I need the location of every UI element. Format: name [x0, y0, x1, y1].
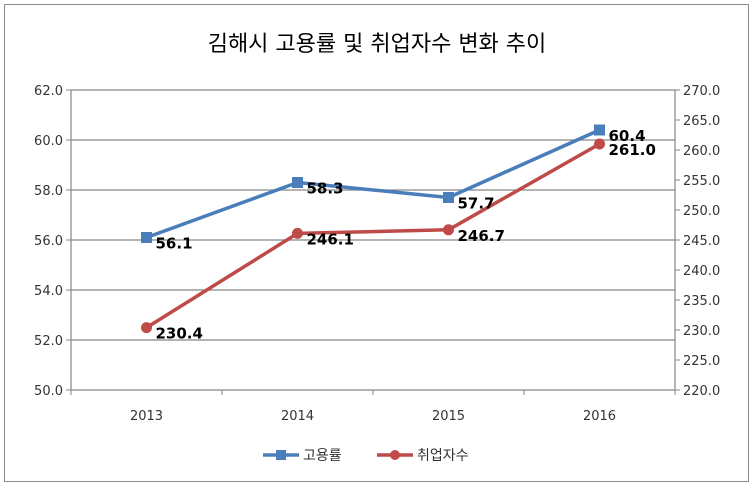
axes: 50.0 52.0 54.0 56.0 58.0 60.0 62.0 220.0 225.0 23…	[34, 84, 720, 424]
right-axis-tick-label: 250.0	[683, 204, 720, 219]
left-axis-tick-label: 54.0	[34, 284, 63, 299]
chart-frame: 김해시 고용률 및 취업자수 변화 추이 50.0 52.0 54.0 56.0 58.…	[4, 4, 749, 482]
left-axis-tick-label: 62.0	[34, 84, 63, 99]
right-axis-tick-label: 220.0	[683, 384, 720, 399]
right-axis-tick-label: 225.0	[683, 354, 720, 369]
left-axis-tick-label: 52.0	[34, 334, 63, 349]
employed-count-point	[443, 224, 454, 236]
employed-count-data-label: 246.7	[458, 227, 505, 245]
legend-employed-count-marker	[390, 450, 400, 460]
left-axis-tick-label: 60.0	[34, 134, 63, 149]
employed-count-point	[292, 227, 303, 239]
right-axis-tick-label: 260.0	[683, 144, 720, 159]
plot-area	[141, 124, 605, 334]
data-labels: 56.1 58.3 57.7 60.4 230.4 246.1 246.7 261.0	[156, 127, 656, 343]
left-axis-tick-label: 56.0	[34, 234, 63, 249]
right-axis-tick-label: 270.0	[683, 84, 720, 99]
chart-title: 김해시 고용률 및 취업자수 변화 추이	[208, 32, 547, 57]
legend-employed-count-label: 취업자수	[417, 448, 469, 464]
employment-rate-data-label: 57.7	[458, 195, 495, 213]
right-axis-tick-label: 235.0	[683, 294, 720, 309]
employment-rate-point	[292, 177, 303, 188]
right-axis-tick-label: 240.0	[683, 264, 720, 279]
legend-employment-rate-marker	[276, 450, 286, 460]
right-axis-tick-label: 245.0	[683, 234, 720, 249]
left-axis-tick-label: 50.0	[34, 384, 63, 399]
employed-count-point	[594, 138, 605, 150]
x-axis-tick-label: 2015	[432, 409, 465, 424]
employment-rate-point	[594, 124, 605, 136]
employment-rate-data-label: 58.3	[307, 180, 344, 198]
chart-svg: 김해시 고용률 및 취업자수 변화 추이 50.0 52.0 54.0 56.0 58.…	[34, 32, 720, 464]
employed-count-data-label: 246.1	[307, 230, 354, 248]
employment-rate-series-line	[145, 128, 601, 240]
employment-rate-data-label: 60.4	[609, 127, 646, 145]
right-axis-tick-label: 265.0	[683, 114, 720, 129]
x-axis-tick-label: 2014	[281, 409, 314, 424]
employed-count-data-label: 261.0	[609, 141, 656, 159]
employed-count-point	[141, 322, 152, 334]
right-axis-tick-label: 255.0	[683, 174, 720, 189]
left-axis-tick-label: 58.0	[34, 184, 63, 199]
x-axis-tick-label: 2016	[583, 409, 616, 424]
legend-employment-rate-label: 고용률	[303, 448, 342, 464]
x-axis-tick-label: 2013	[130, 409, 163, 424]
legend: 고용률 취업자수	[263, 448, 469, 464]
employment-rate-point	[443, 192, 454, 203]
right-axis-tick-label: 230.0	[683, 324, 720, 339]
employed-count-series-line	[145, 142, 601, 330]
employed-count-data-label: 230.4	[156, 325, 203, 343]
employment-rate-data-label: 56.1	[156, 235, 193, 253]
employment-rate-point	[141, 232, 152, 243]
